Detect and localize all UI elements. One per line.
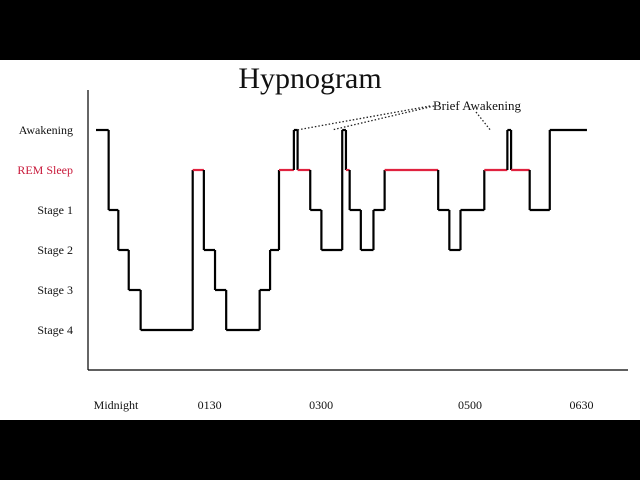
y-tick-label-stage-3: Stage 3 [37, 283, 73, 297]
chart-title: Hypnogram [238, 62, 382, 95]
y-tick-label-stage-4: Stage 4 [37, 323, 73, 337]
x-tick-label-0630: 0630 [570, 398, 594, 412]
chart-frame: Hypnogram Awakening REM Sleep Stage 1 Stage… [0, 60, 640, 420]
x-tick-label-midnight: Midnight [94, 398, 139, 412]
brief-awakening-pointer [296, 105, 431, 131]
brief-awakening-label: Brief Awakening [433, 98, 521, 113]
x-tick-label-0130: 0130 [198, 398, 222, 412]
y-tick-label-stage-2: Stage 2 [37, 243, 73, 257]
y-tick-label-rem-sleep: REM Sleep [17, 163, 73, 177]
x-tick-label-0500: 0500 [458, 398, 482, 412]
hypnogram-plot: Awakening REM Sleep Stage 1 Stage 2 Stage 3 S… [17, 90, 628, 412]
brief-awakening-pointer [475, 111, 491, 131]
y-tick-label-awakening: Awakening [19, 123, 73, 137]
brief-awakening-pointer [331, 105, 435, 131]
y-tick-label-stage-1: Stage 1 [37, 203, 73, 217]
x-tick-label-0300: 0300 [309, 398, 333, 412]
